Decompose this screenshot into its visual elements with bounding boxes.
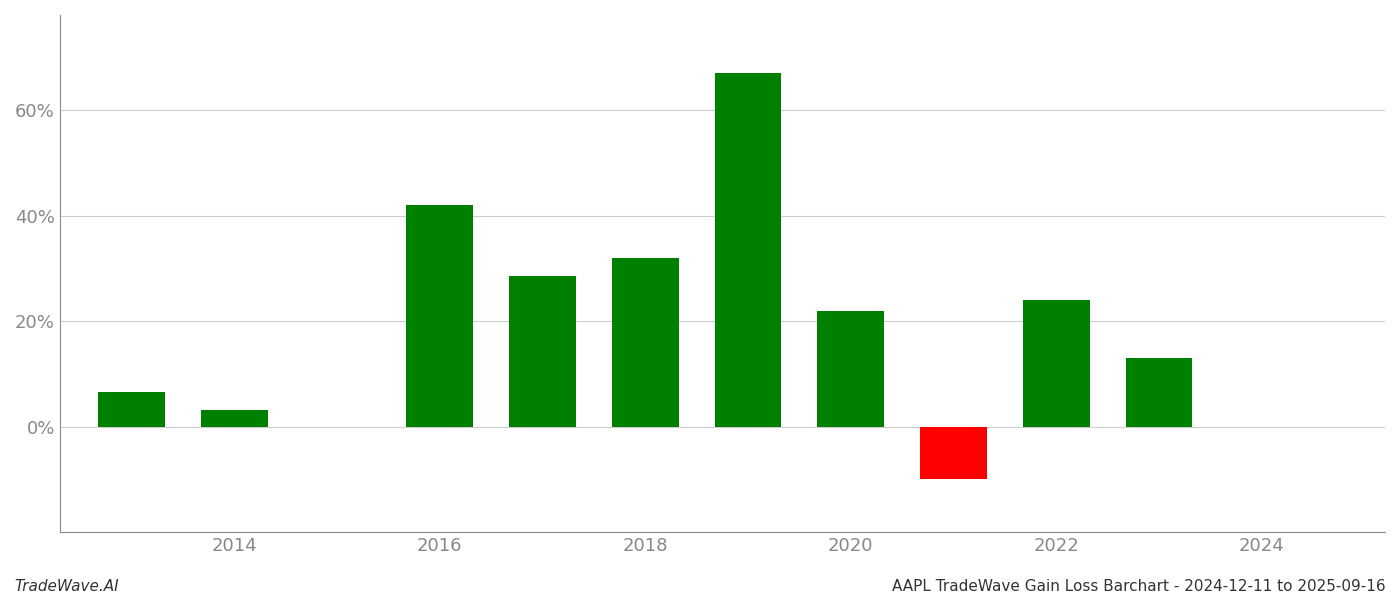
Bar bbox=[612, 258, 679, 427]
Bar bbox=[202, 410, 267, 427]
Text: AAPL TradeWave Gain Loss Barchart - 2024-12-11 to 2025-09-16: AAPL TradeWave Gain Loss Barchart - 2024… bbox=[892, 579, 1386, 594]
Bar bbox=[818, 311, 885, 427]
Bar bbox=[920, 427, 987, 479]
Bar bbox=[1126, 358, 1193, 427]
Bar bbox=[510, 276, 575, 427]
Bar bbox=[406, 205, 473, 427]
Bar bbox=[98, 392, 165, 427]
Bar bbox=[1023, 300, 1089, 427]
Text: TradeWave.AI: TradeWave.AI bbox=[14, 579, 119, 594]
Bar bbox=[714, 73, 781, 427]
